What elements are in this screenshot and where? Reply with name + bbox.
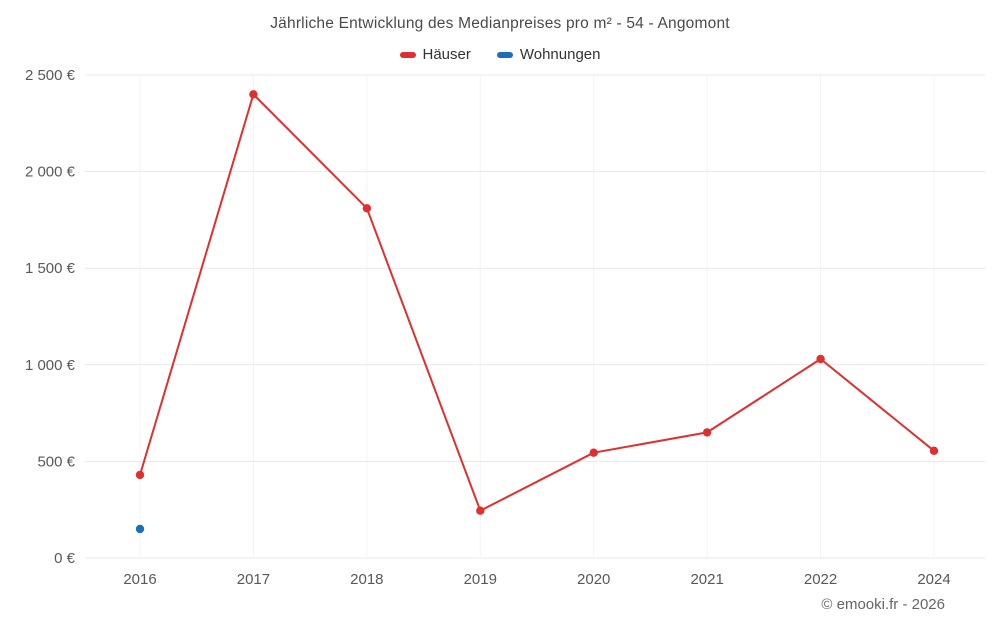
svg-text:2019: 2019 [464,571,497,588]
chart-title: Jährliche Entwicklung des Medianpreises … [270,15,730,32]
svg-text:2022: 2022 [804,571,837,588]
svg-text:2 500 €: 2 500 € [25,67,76,84]
svg-text:2018: 2018 [350,571,383,588]
legend-item-wohnungen[interactable]: Wohnungen [496,46,601,63]
svg-text:2016: 2016 [123,571,156,588]
svg-text:1 000 €: 1 000 € [25,357,76,374]
svg-text:2 000 €: 2 000 € [25,164,76,181]
svg-text:2017: 2017 [237,571,270,588]
svg-text:2024: 2024 [917,571,950,588]
wohnungen-legend-swatch-icon [496,51,513,58]
legend-label-hauser: Häuser [422,46,471,63]
legend-label-wohnungen: Wohnungen [519,46,601,63]
legend-item-hauser[interactable]: Häuser [399,46,471,63]
legend: Häuser Wohnungen [0,46,1000,63]
svg-text:0 €: 0 € [54,550,76,567]
copyright: © emooki.fr - 2026 [821,596,945,613]
svg-text:1 500 €: 1 500 € [25,260,76,277]
hauser-legend-swatch-icon [399,51,416,58]
svg-text:2021: 2021 [690,571,723,588]
svg-text:500 €: 500 € [37,453,75,470]
svg-text:2020: 2020 [577,571,610,588]
